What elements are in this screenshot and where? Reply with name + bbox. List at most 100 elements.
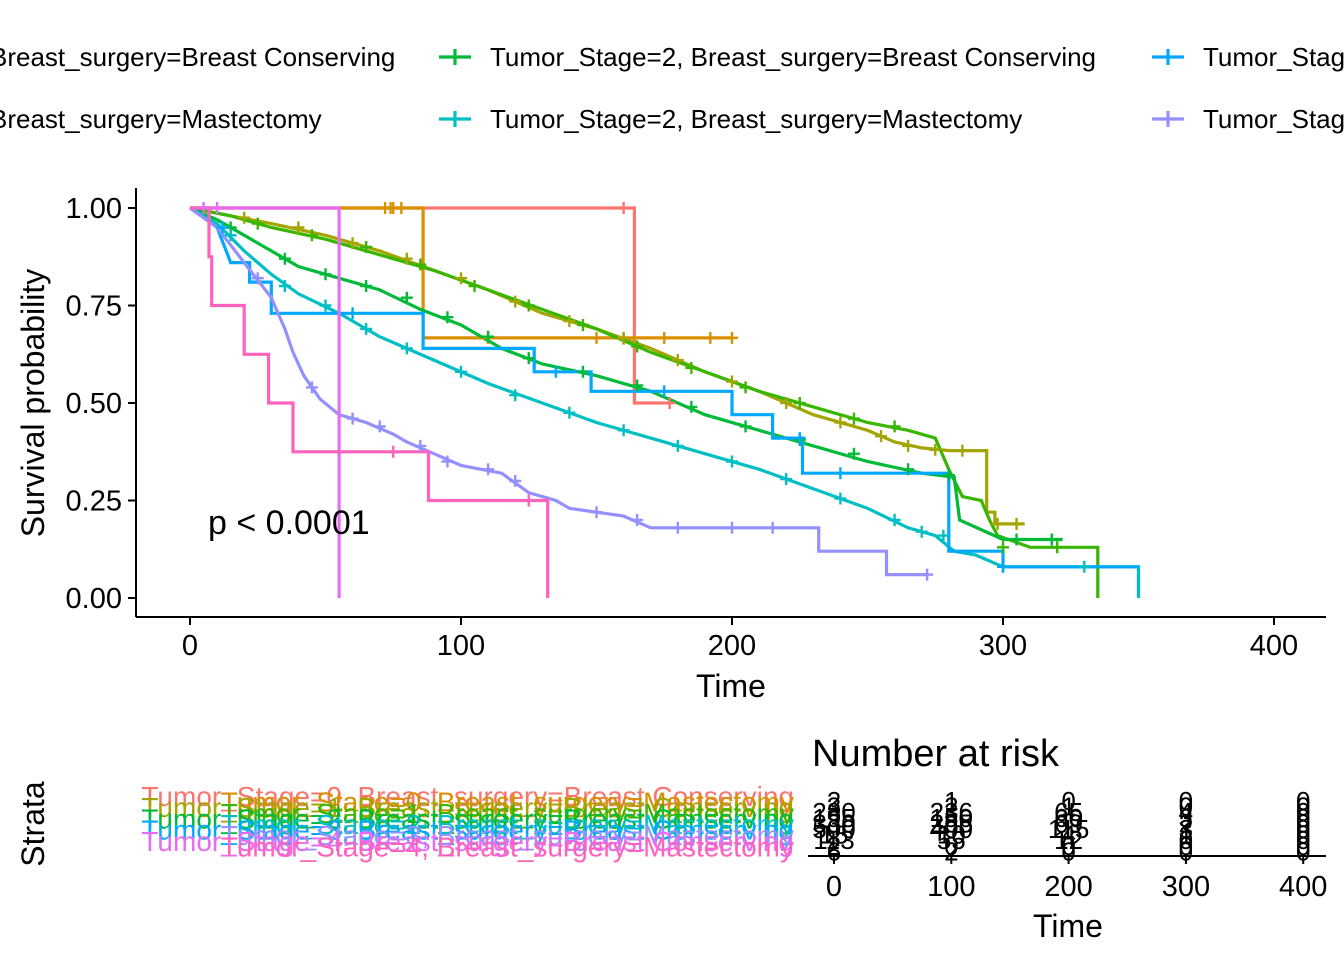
legend-label-5: Tumor_Stage=2, Breast_surgery=Mastectomy: [490, 104, 1022, 134]
x-tick-label-0: 0: [182, 630, 198, 662]
censor-mark-4-14: [997, 541, 1009, 554]
y-axis-title: Survival probability: [15, 269, 51, 538]
censor-mark-8-1: [251, 272, 264, 285]
censor-mark-10-2: [522, 494, 535, 507]
censor-mark-6-1: [224, 229, 237, 242]
censor-mark-6-8: [563, 406, 576, 419]
risk-value-6-0: 500: [812, 814, 855, 844]
strata-label-2: Tumor_Stage=0, Breast_surgery=Mastectomy: [221, 787, 794, 818]
survival-curve-9: [190, 206, 341, 598]
censor-mark-6-3: [319, 299, 332, 312]
risk-value-1-400: 0: [1296, 786, 1310, 816]
strata-axis-title: Strata: [15, 781, 51, 867]
censor-mark-4-9: [685, 361, 698, 374]
risk-value-7-0: 15: [820, 820, 849, 850]
censor-mark-4-3: [360, 241, 373, 253]
risk-value-8-300: 0: [1179, 825, 1193, 855]
censor-mark-4-13: [888, 420, 901, 433]
censor-mark-6-4: [360, 322, 373, 335]
risk-value-4-200: 60: [1054, 803, 1083, 833]
risk-table-title: Number at risk: [812, 733, 1060, 775]
strata-label-1: Tumor_Stage=0, Breast_surgery=Breast Con…: [141, 781, 794, 812]
risk-value-4-100: 150: [930, 803, 973, 833]
censor-mark-4-4: [414, 258, 427, 271]
risk-value-10-300: 0: [1179, 836, 1193, 866]
risk-value-4-0: 195: [812, 803, 855, 833]
risk-value-10-400: 0: [1296, 836, 1310, 866]
risk-value-3-300: 4: [1179, 797, 1193, 827]
risk-value-4-400: 0: [1296, 803, 1310, 833]
risk-x-tick-label-300: 300: [1162, 871, 1210, 903]
censor-mark-2-6: [590, 331, 603, 344]
risk-value-7-300: 1: [1179, 820, 1193, 850]
legend-label-3: Tumor_Stag: [1203, 42, 1344, 72]
censor-mark-3-8: [617, 332, 630, 345]
censor-mark-3-10: [726, 375, 738, 388]
censor-mark-3-16: [956, 444, 969, 457]
censor-mark-7-4: [658, 385, 671, 398]
censor-mark-3-14: [902, 439, 915, 452]
censor-mark-5-4: [360, 280, 373, 292]
censor-mark-3-4: [400, 252, 413, 265]
risk-value-5-300: 2: [1179, 808, 1193, 838]
censor-mark-3-6: [509, 295, 522, 308]
x-tick-label-200: 200: [708, 630, 756, 662]
risk-x-axis-title: Time: [1033, 908, 1103, 944]
risk-value-10-0: 6: [827, 836, 841, 866]
censor-mark-2-8: [658, 331, 671, 344]
risk-value-4-300: 3: [1179, 803, 1193, 833]
censor-mark-1-1: [617, 202, 630, 214]
censor-mark-4-12: [847, 412, 860, 425]
censor-mark-6-14: [888, 514, 901, 526]
censor-mark-3-18: [1010, 517, 1023, 530]
censor-mark-6-12: [780, 473, 793, 486]
risk-value-2-0: 3: [827, 792, 841, 822]
risk-x-axis-ticks: 0 100 200 300 400: [826, 856, 1327, 903]
risk-value-2-100: 2: [944, 792, 958, 822]
censor-mark-6-16: [937, 529, 950, 542]
censor-mark-5-12: [739, 420, 752, 433]
legend-label-6: Tumor_Stag: [1203, 104, 1344, 134]
p-value-annotation: p < 0.0001: [208, 504, 370, 542]
censor-mark-7-1: [216, 221, 229, 234]
survival-plot: 0 100 200 300 400 0.000.250.500.751.00 Time …: [15, 188, 1326, 704]
risk-value-2-200: 1: [1061, 792, 1075, 822]
risk-x-tick-label-400: 400: [1279, 871, 1327, 903]
censor-mark-6-5: [400, 342, 413, 355]
censor-mark-3-1: [238, 211, 251, 224]
risk-value-7-100: 10: [937, 820, 966, 850]
y-tick-label-2: 0.50: [66, 388, 122, 420]
risk-value-6-200: 115: [1048, 814, 1089, 844]
strata-label-6: Tumor_Stage=2, Breast_surgery=Mastectomy: [221, 809, 794, 840]
censor-mark-5-3: [319, 268, 332, 281]
risk-value-5-100: 265: [930, 808, 973, 838]
censor-mark-8-7: [482, 463, 495, 476]
censor-mark-5-9: [576, 365, 589, 378]
risk-value-9-0: 2: [827, 831, 841, 861]
censor-mark-3-17: [991, 517, 1004, 530]
strata-label-4: Tumor_Stage=1, Breast_surgery=Mastectomy: [221, 798, 794, 829]
censor-mark-5-2: [278, 252, 291, 265]
risk-table: Number at risk Strata Tumor_Stage=0, Bre…: [15, 733, 1327, 944]
risk-value-7-400: 0: [1296, 820, 1310, 850]
legend-label-1: Breast_surgery=Breast Conserving: [0, 42, 395, 72]
censor-mark-6-7: [509, 389, 522, 402]
censor-mark-7-3: [549, 365, 562, 378]
strata-label-5: Tumor_Stage=2, Breast_surgery=Breast Con…: [141, 803, 794, 834]
y-tick-label-3: 0.75: [66, 291, 122, 323]
censor-mark-9-1: [197, 202, 210, 214]
risk-value-9-300: 0: [1179, 831, 1193, 861]
y-tick-label-4: 1.00: [66, 193, 122, 225]
censor-mark-5-16: [942, 469, 955, 482]
risk-value-5-400: 0: [1296, 808, 1310, 838]
x-tick-label-100: 100: [437, 630, 485, 662]
censor-mark-3-3: [346, 237, 359, 250]
risk-value-1-300: 0: [1179, 786, 1193, 816]
censor-mark-5-17: [1010, 533, 1023, 546]
risk-value-10-100: 2: [944, 836, 958, 866]
censor-marks: [197, 202, 1091, 581]
risk-value-1-100: 1: [944, 786, 958, 816]
censor-mark-1-2: [663, 397, 676, 409]
censor-mark-3-9: [671, 354, 684, 367]
